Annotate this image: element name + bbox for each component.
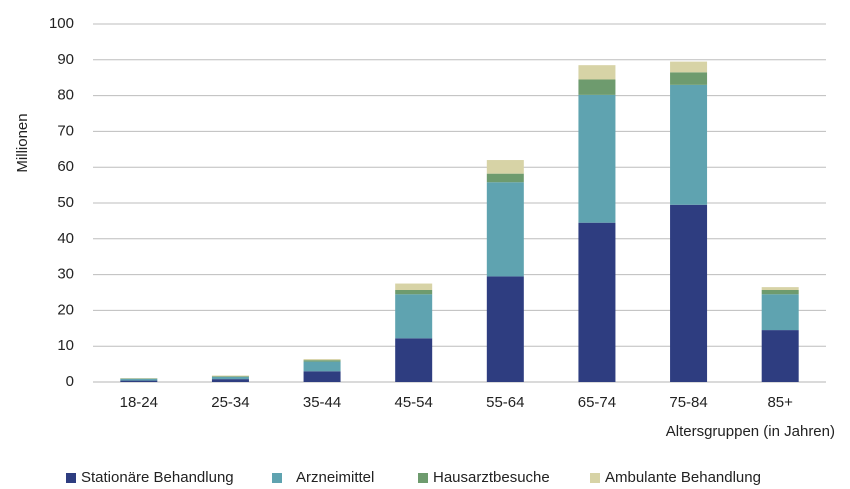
bar-35-44-series-3	[303, 359, 341, 361]
bar-25-34-series-0	[211, 379, 249, 382]
bar-45-54-series-2	[395, 289, 433, 295]
y-tick-label-80: 80	[57, 87, 74, 104]
x-axis-ticks: 18-24 25-34 35-44 45-54 55-64 65-74 75-84 85+	[120, 394, 794, 411]
x-tick-label-75-84: 75-84	[669, 394, 707, 411]
x-tick-label-65-74: 65-74	[578, 394, 616, 411]
x-tick-label-85+: 85+	[767, 394, 793, 411]
legend-swatch-3	[590, 473, 600, 483]
bar-18-24-series-1	[120, 378, 158, 381]
legend-label-0: Stationäre Behandlung	[81, 469, 234, 486]
bar-45-54-series-0	[395, 338, 433, 382]
bar-18-24-series-0	[120, 380, 158, 382]
bar-45-54-series-1	[395, 294, 433, 339]
bar-25-34-series-2	[211, 376, 249, 377]
legend-swatch-2	[418, 473, 428, 483]
bar-85+-series-0	[761, 330, 799, 382]
bar-75-84-series-3	[670, 61, 708, 73]
x-tick-label-25-34: 25-34	[211, 394, 249, 411]
x-tick-label-55-64: 55-64	[486, 394, 524, 411]
bars	[120, 61, 799, 382]
bar-25-34-series-3	[211, 375, 249, 377]
bar-65-74-series-2	[578, 79, 616, 95]
bar-65-74-series-1	[578, 94, 616, 223]
x-tick-label-18-24: 18-24	[120, 394, 158, 411]
y-tick-label-70: 70	[57, 122, 74, 139]
x-tick-label-35-44: 35-44	[303, 394, 341, 411]
y-tick-label-40: 40	[57, 230, 74, 247]
bar-65-74-series-3	[578, 65, 616, 80]
gridlines	[93, 23, 826, 383]
bar-75-84-series-2	[670, 72, 708, 85]
bar-85+-series-3	[761, 287, 799, 290]
bar-55-64-series-3	[486, 160, 524, 174]
x-tick-label-45-54: 45-54	[395, 394, 433, 411]
y-axis-ticks: 0 10 20 30 40 50 60 70 80 90 100	[49, 15, 74, 390]
y-tick-label-30: 30	[57, 266, 74, 283]
legend-label-2: Hausarztbesuche	[433, 469, 550, 486]
y-tick-label-90: 90	[57, 51, 74, 68]
bar-55-64-series-0	[486, 276, 524, 382]
legend: Stationäre Behandlung Arzneimittel Hausarz…	[66, 469, 761, 486]
bar-65-74-series-0	[578, 222, 616, 382]
legend-label-3: Ambulante Behandlung	[605, 469, 761, 486]
x-axis-title: Altersgruppen (in Jahren)	[666, 423, 835, 440]
y-axis-title: Millionen	[14, 113, 31, 172]
bar-75-84-series-0	[670, 204, 708, 382]
bar-35-44-series-2	[303, 360, 341, 362]
bar-25-34-series-1	[211, 376, 249, 380]
bar-55-64-series-2	[486, 173, 524, 183]
bar-35-44-series-0	[303, 371, 341, 382]
bar-35-44-series-1	[303, 361, 341, 372]
bar-55-64-series-1	[486, 182, 524, 277]
y-tick-label-20: 20	[57, 301, 74, 318]
legend-label-1: Arzneimittel	[296, 469, 374, 486]
bar-75-84-series-1	[670, 84, 708, 205]
bar-85+-series-2	[761, 289, 799, 295]
legend-swatch-0	[66, 473, 76, 483]
y-tick-label-0: 0	[66, 373, 74, 390]
legend-swatch-1	[272, 473, 282, 483]
bar-45-54-series-3	[395, 283, 433, 290]
y-tick-label-100: 100	[49, 15, 74, 32]
bar-85+-series-1	[761, 294, 799, 331]
y-tick-label-50: 50	[57, 194, 74, 211]
y-tick-label-10: 10	[57, 337, 74, 354]
y-tick-label-60: 60	[57, 158, 74, 175]
